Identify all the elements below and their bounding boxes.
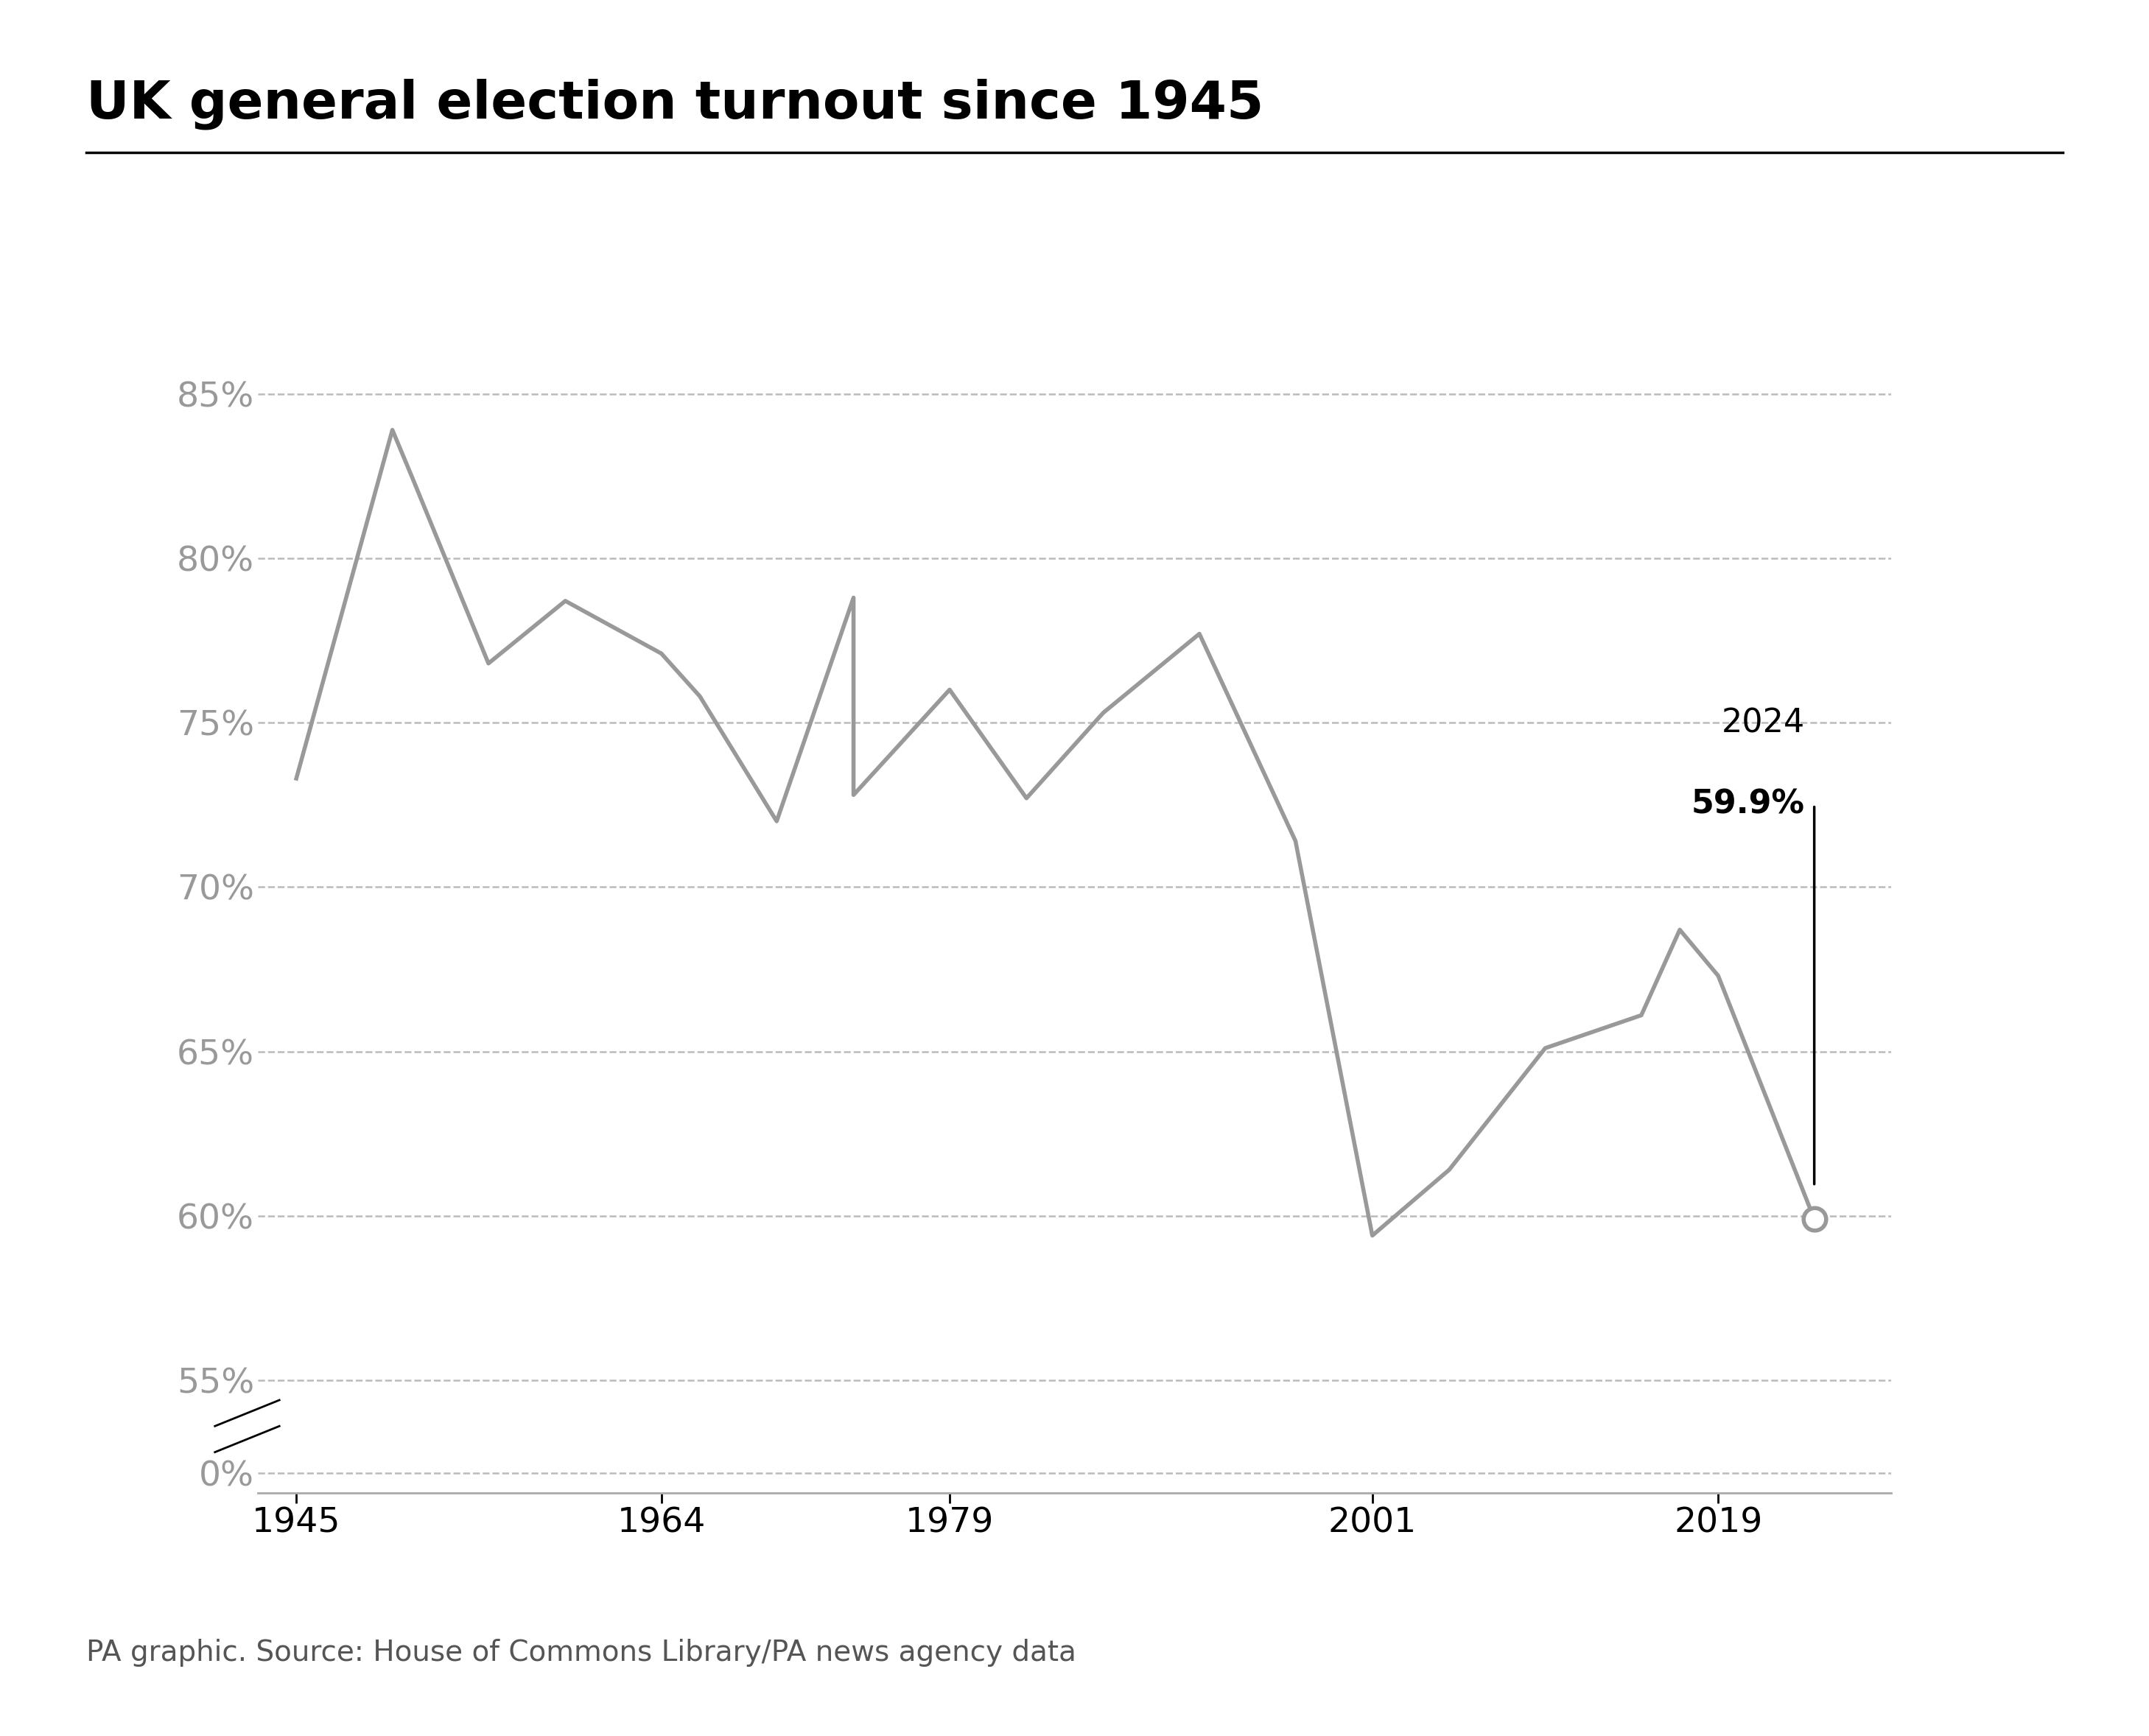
Text: 59.9%: 59.9%: [1691, 788, 1805, 819]
Text: PA graphic. Source: House of Commons Library/PA news agency data: PA graphic. Source: House of Commons Lib…: [86, 1639, 1077, 1667]
Text: 2024: 2024: [1721, 707, 1805, 740]
Text: UK general election turnout since 1945: UK general election turnout since 1945: [86, 78, 1264, 128]
